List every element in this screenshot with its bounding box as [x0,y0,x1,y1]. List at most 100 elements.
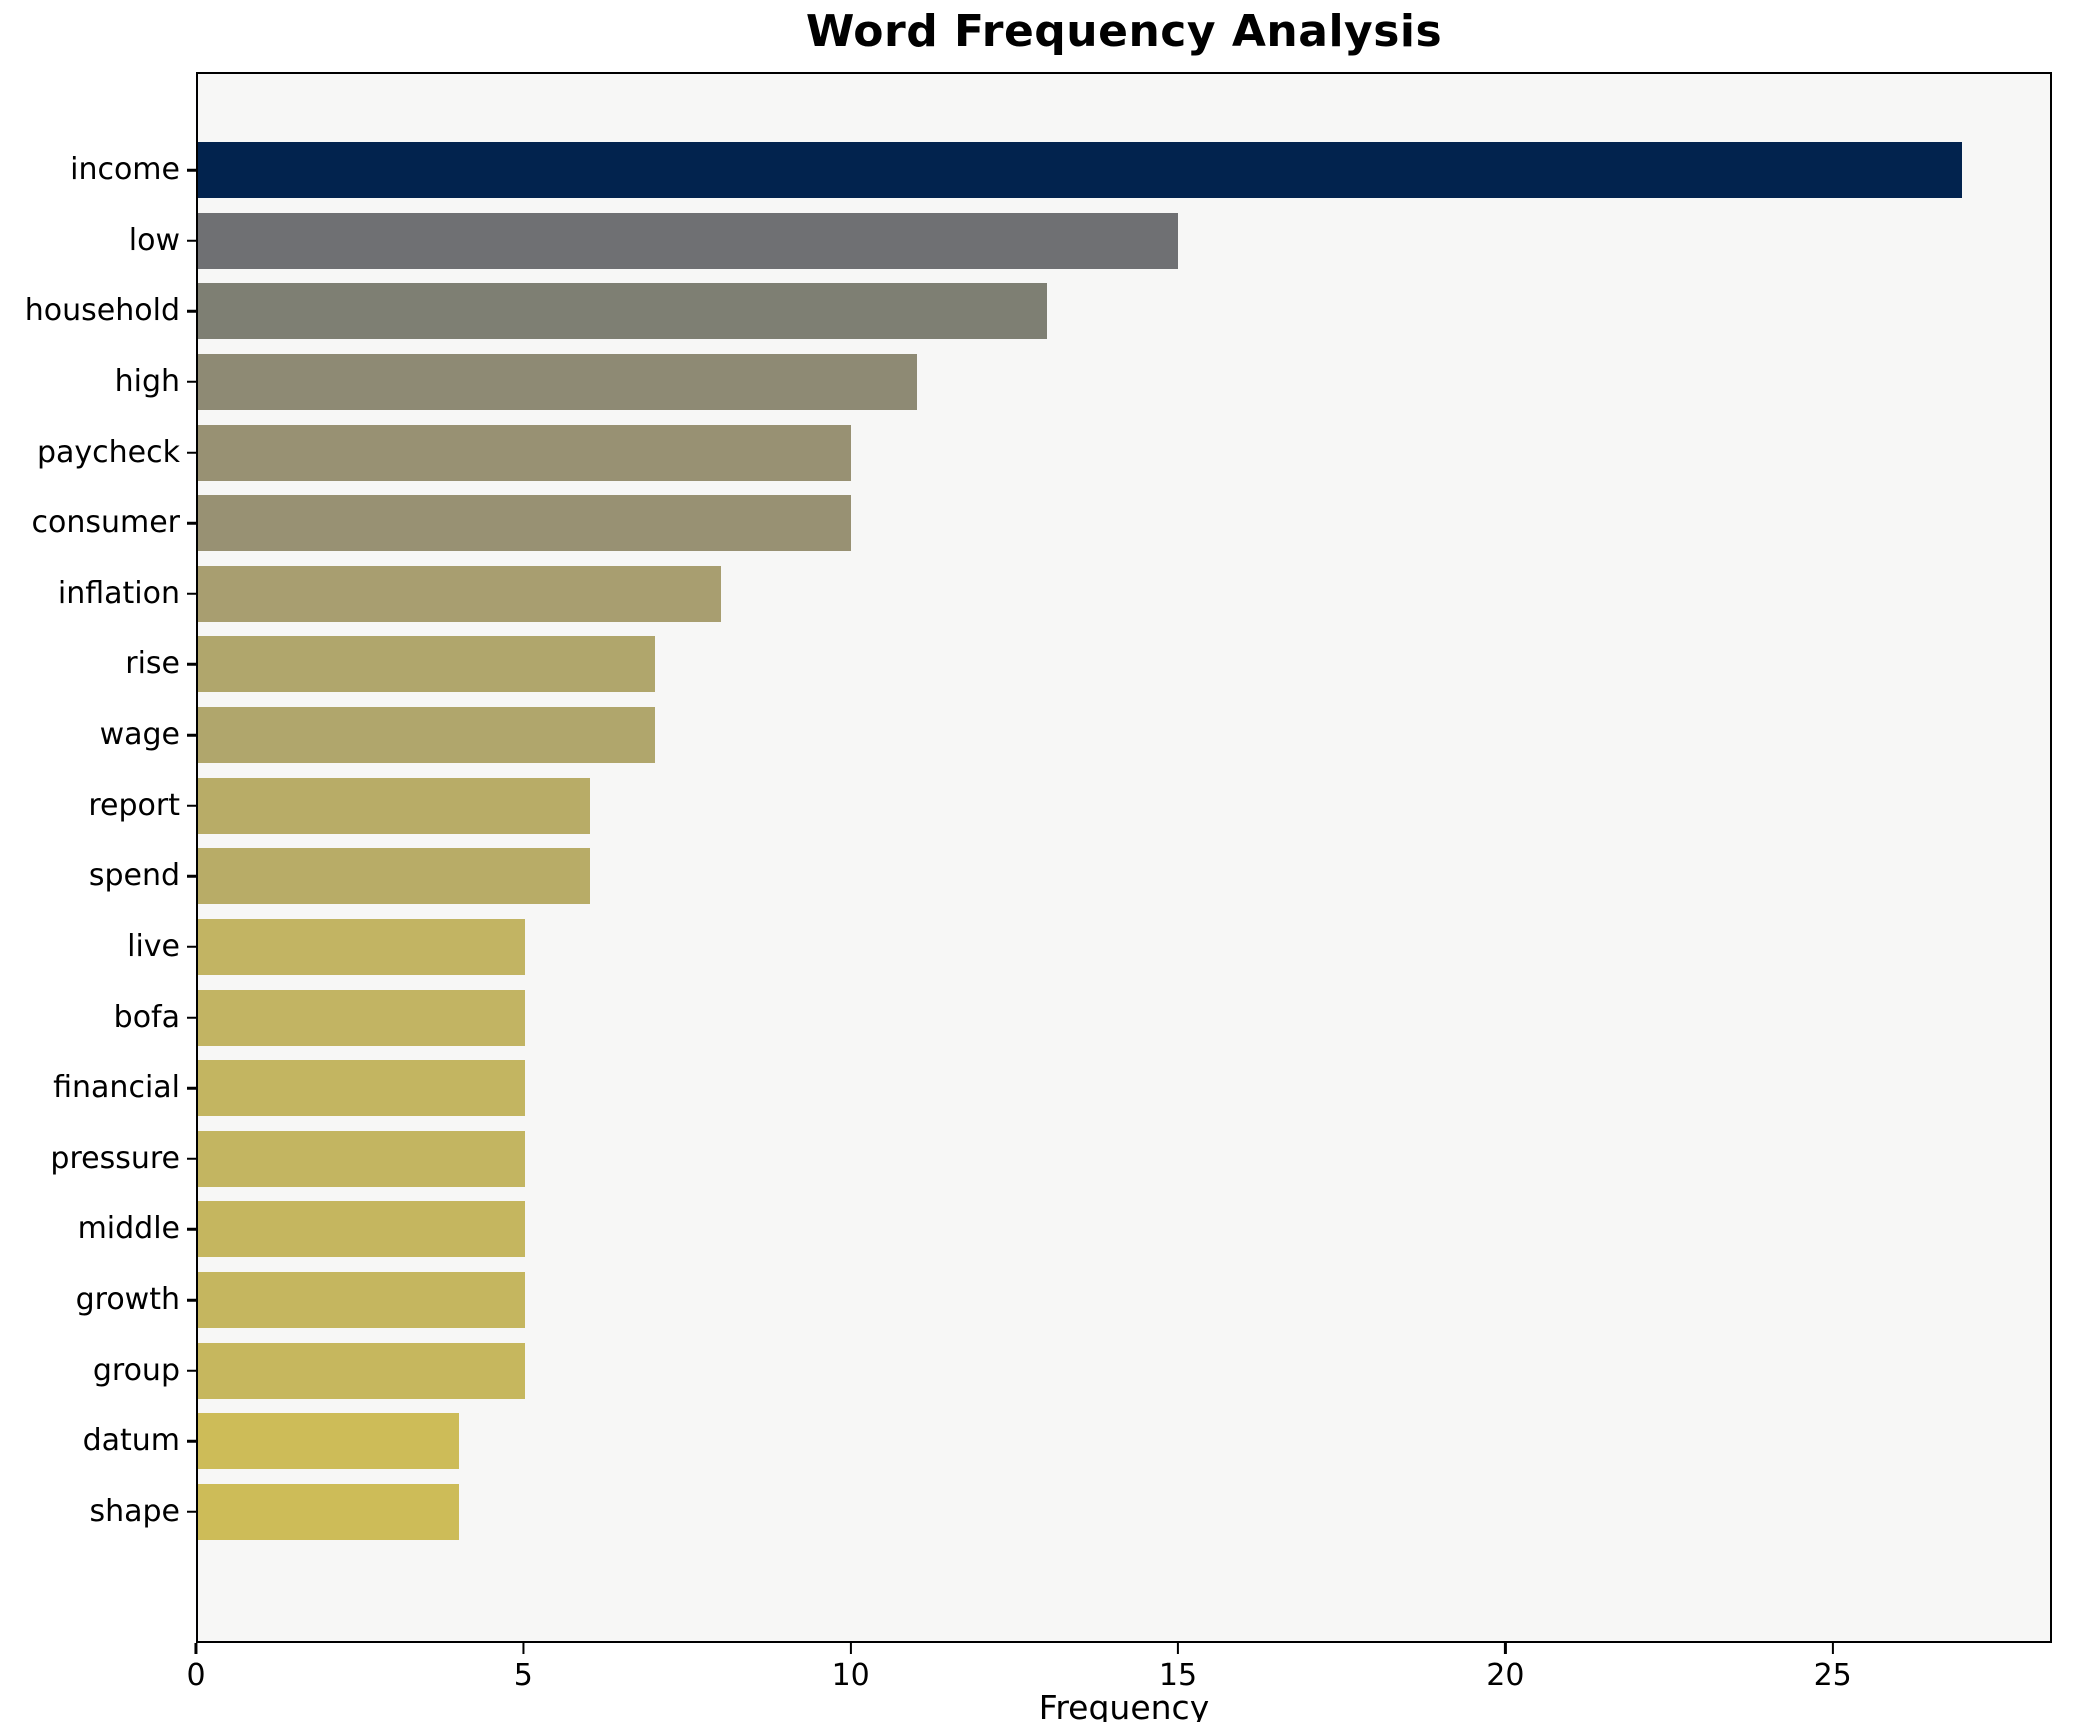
x-tick-label: 15 [1158,1658,1198,1693]
bar [198,707,656,763]
bar [198,848,590,905]
x-tick-mark [522,1643,525,1654]
bar [198,565,721,622]
bar [198,212,1178,269]
x-tick-mark [849,1643,852,1654]
x-tick-label: 5 [513,1658,533,1693]
bar-row: report [88,777,2050,834]
y-tick-mark [187,310,198,313]
y-tick-label: pressure [50,1140,180,1176]
y-tick-mark [187,168,198,172]
bar [198,1272,525,1328]
bar [198,142,1962,198]
y-tick-label: income [70,152,180,187]
bar-row: live [127,918,2050,975]
bar-row: consumer [31,495,2050,552]
bar-row: household [25,283,2050,340]
bar-row: group [93,1342,2050,1399]
x-tick-mark [1176,1643,1180,1654]
bar-row: inflation [58,565,2050,622]
bar-row: spend [89,848,2050,905]
bar-row: income [70,142,2050,198]
y-tick-mark [187,1369,198,1372]
y-tick-label: rise [125,646,180,682]
y-tick-mark [187,1016,198,1019]
y-tick-label: wage [99,717,180,752]
x-axis: 0 5 10 15 20 25 [186,1643,2052,1703]
bar-row: pressure [50,1130,2050,1187]
x-tick-label: 0 [186,1658,206,1693]
x-tick-label: 20 [1486,1658,1525,1693]
y-tick-mark [187,1228,198,1231]
y-tick-mark [187,1440,198,1443]
bar [198,424,852,481]
y-tick-label: growth [75,1282,180,1317]
x-tick: 10 [832,1643,870,1691]
bar [198,1130,525,1187]
y-tick-mark [187,592,198,595]
x-tick: 15 [1159,1643,1197,1691]
x-tick-mark [1831,1643,1834,1654]
bar-rows: income low household high paycheck consumer in… [25,74,2050,1641]
chart-title: Word Frequency Analysis [805,6,1443,57]
bar [198,1413,460,1470]
y-tick-label: financial [53,1070,180,1106]
bar [198,283,1048,340]
bar-row: datum [83,1413,2050,1470]
x-tick-label: 25 [1813,1658,1852,1693]
y-tick-mark [187,1086,198,1090]
bar [198,918,525,975]
y-tick-mark [187,1157,198,1160]
bar [198,495,852,552]
y-tick-label: spend [88,858,180,894]
bar-row: middle [78,1201,2050,1258]
y-tick-label: group [92,1352,180,1388]
bar-row: shape [89,1483,2050,1540]
x-tick: 5 [514,1643,533,1691]
x-tick: 20 [1486,1643,1524,1691]
plot-area: income low household high paycheck consumer in… [25,72,2052,1643]
y-tick-mark [187,1298,198,1302]
y-tick-mark [187,239,198,242]
y-tick-label: household [24,293,180,329]
y-tick-label: middle [77,1211,180,1247]
bar [198,989,525,1046]
y-tick-label: high [114,363,180,399]
y-tick-mark [187,451,198,454]
bar-row: rise [125,636,2050,693]
y-tick-mark [187,945,198,949]
y-tick-label: consumer [31,505,180,541]
bar-row: high [115,353,2050,410]
bar [198,1342,525,1399]
y-tick-label: low [128,222,180,258]
x-tick-mark [194,1643,198,1654]
bar [198,1201,525,1258]
x-tick: 25 [1814,1643,1852,1691]
bar-row: growth [76,1272,2050,1328]
bar [198,777,590,834]
y-tick-mark [187,663,198,666]
bar-row: low [129,212,2050,269]
y-tick-label: inflation [57,575,180,611]
y-tick-mark [187,733,198,737]
y-tick-label: bofa [113,999,180,1035]
y-tick-label: live [127,928,180,964]
y-tick-label: paycheck [36,434,180,470]
x-axis-label: Frequency [1038,1688,1210,1722]
bar [198,636,656,693]
y-tick-label: datum [82,1423,180,1459]
y-tick-label: report [88,787,180,823]
y-tick-label: shape [89,1493,180,1529]
bar [198,1483,460,1540]
x-tick-label: 10 [831,1658,870,1693]
bar-row: financial [53,1060,2050,1117]
x-tick-mark [1504,1643,1507,1654]
y-tick-mark [187,804,198,807]
bar-row: bofa [114,989,2050,1046]
bar [198,1060,525,1117]
bar [198,353,917,410]
bar-row: paycheck [37,424,2050,481]
y-tick-mark [187,1510,198,1514]
x-tick: 0 [186,1643,206,1693]
